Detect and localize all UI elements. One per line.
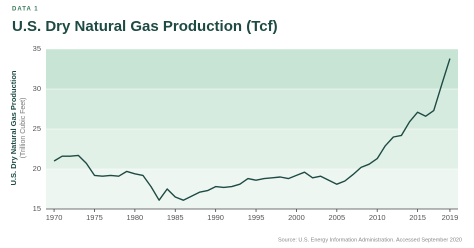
y-tick-label: 35: [33, 44, 41, 53]
band: [46, 129, 458, 169]
x-tick-label: 1995: [248, 213, 265, 222]
x-tick-label: 1980: [127, 213, 144, 222]
band: [46, 49, 458, 89]
y-tick-label: 20: [33, 164, 41, 173]
x-tick-label: 2019: [442, 213, 459, 222]
x-tick-label: 2005: [328, 213, 345, 222]
y-axis-label: U.S. Dry Natural Gas Production: [9, 70, 18, 185]
x-tick-label: 1975: [86, 213, 103, 222]
x-tick-label: 2010: [369, 213, 386, 222]
series-line: [53, 58, 451, 201]
x-tick-label: 1985: [167, 213, 184, 222]
y-tick-label: 15: [33, 204, 41, 213]
band: [46, 89, 458, 129]
y-tick-label: 30: [33, 84, 41, 93]
y-tick-label: 25: [33, 124, 41, 133]
x-tick-label: 1990: [207, 213, 224, 222]
x-tick-label: 1970: [46, 213, 63, 222]
x-tick-label: 2000: [288, 213, 305, 222]
kicker: DATA 1: [12, 7, 39, 13]
source: Source: U.S. Energy Information Administ…: [278, 237, 462, 243]
x-tick-label: 2015: [409, 213, 426, 222]
chart-title: U.S. Dry Natural Gas Production (Tcf): [12, 18, 278, 35]
y-axis-sublabel: (Trillion Cubic Feet): [20, 98, 27, 159]
